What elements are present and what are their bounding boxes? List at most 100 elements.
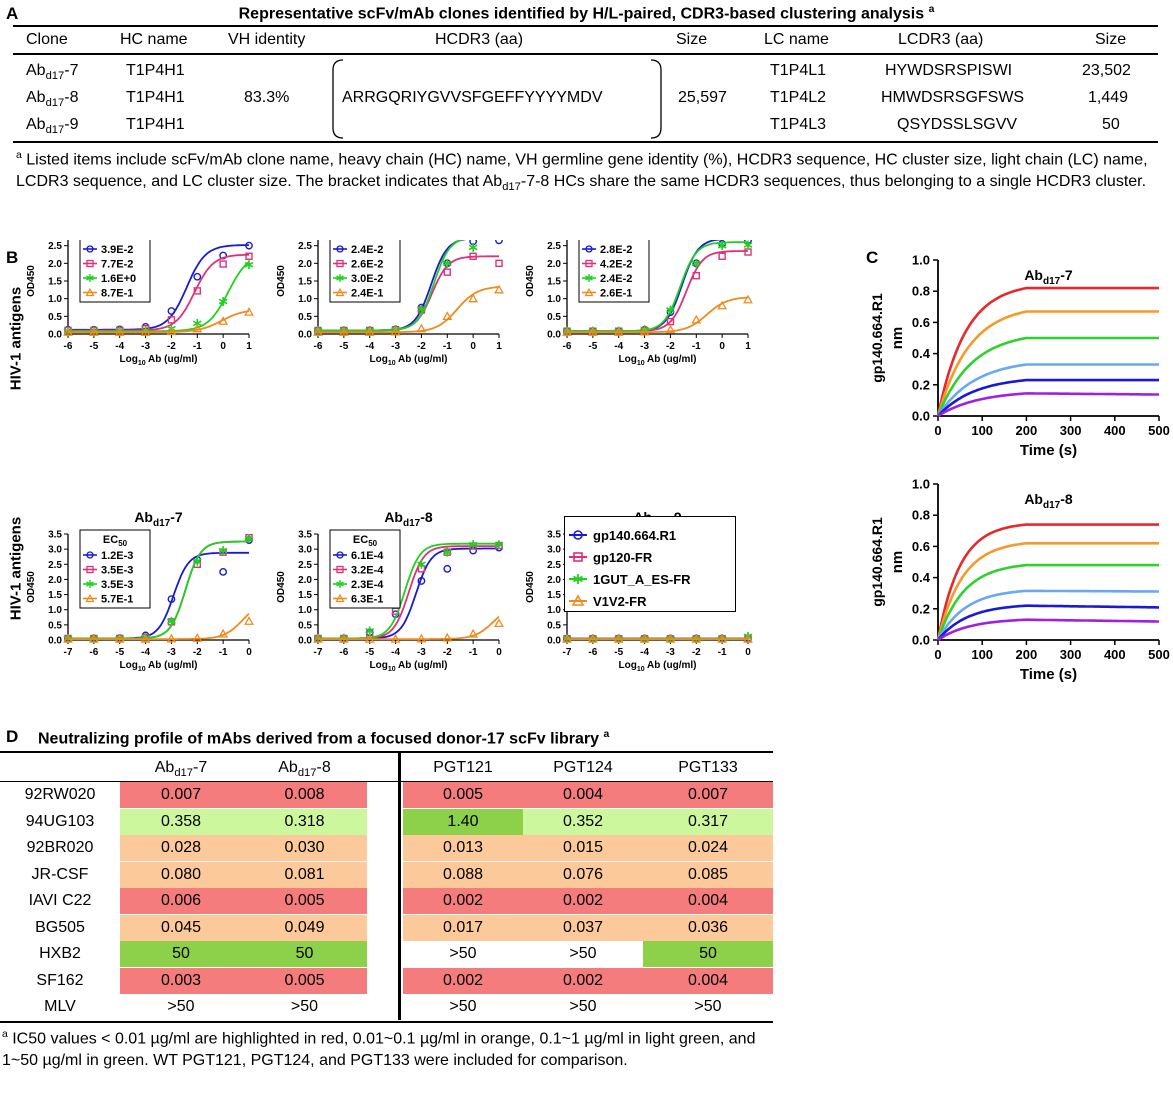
ic50-cell: >50 xyxy=(403,941,523,967)
data-point xyxy=(244,534,254,544)
ic50-cell: 50 xyxy=(120,941,242,967)
fit-curve xyxy=(318,286,500,334)
lc-size: 1,449 xyxy=(1088,89,1129,106)
ic50-cell: >50 xyxy=(120,994,242,1020)
table-a-title: Representative scFv/mAb clones identifie… xyxy=(0,4,1173,23)
y-tick-label: 0.0 xyxy=(48,636,62,647)
ec50-value: 2.4E-2 xyxy=(351,244,383,256)
table-a-title-sup: a xyxy=(928,4,935,15)
ec50-marker xyxy=(336,565,344,574)
column-header: PGT124 xyxy=(553,759,613,776)
lc-size: 50 xyxy=(1102,116,1120,133)
data-point xyxy=(63,633,73,643)
table-a-footnote: a Listed items include scFv/mAb clone na… xyxy=(16,150,1148,194)
y-tick-label: 3.5 xyxy=(298,530,312,541)
y-tick-label: 0.0 xyxy=(298,330,312,341)
panel-label-b: B xyxy=(6,248,19,267)
table-d-bottom-rule xyxy=(0,1021,773,1023)
ic50-cell: >50 xyxy=(523,941,643,967)
ic50-cell: 0.076 xyxy=(523,861,643,888)
ec50-header: EC50 xyxy=(602,240,627,242)
y-axis-label: OD450 xyxy=(525,265,536,297)
y-tick-label: 1.0 xyxy=(48,294,62,305)
chart-title: Abd17-7 xyxy=(134,509,183,529)
y-tick-label: 3.5 xyxy=(48,530,62,541)
x-axis-label: Log10 Ab (ug/ml) xyxy=(120,354,198,367)
y-tick-label: 1.5 xyxy=(547,590,561,601)
lc-name: T1P4L2 xyxy=(770,89,827,106)
chart-title: Abd17-7 xyxy=(1024,267,1073,287)
data-point xyxy=(390,633,401,643)
fit-curve xyxy=(318,240,464,332)
x-tick-label: 500 xyxy=(1148,423,1170,438)
ic50-cell: 0.085 xyxy=(643,861,773,888)
x-tick-label: 300 xyxy=(1060,647,1082,662)
data-point xyxy=(114,633,125,643)
data-point xyxy=(613,327,624,336)
ic50-cell: 0.080 xyxy=(120,861,242,888)
x-tick-label: -2 xyxy=(417,341,426,352)
data-point xyxy=(166,633,177,643)
data-point xyxy=(442,258,452,268)
x-tick-label: -2 xyxy=(692,647,701,658)
chart-title: Abd17-8 xyxy=(1024,491,1073,511)
data-point xyxy=(468,540,478,550)
table-d-footnote: a IC50 values < 0.01 µg/ml are highlight… xyxy=(2,1029,756,1070)
data-point xyxy=(469,252,477,260)
ic50-cell: 0.028 xyxy=(120,835,242,861)
x-tick-label: -3 xyxy=(417,647,426,658)
header-hcdr3: HCDR3 (aa) xyxy=(435,31,524,48)
ic50-cell: 0.015 xyxy=(523,835,643,861)
x-tick-label: -7 xyxy=(314,647,323,658)
ec50-value: 2.4E-2 xyxy=(600,273,632,285)
data-point xyxy=(338,327,349,336)
y-tick-label: 2.0 xyxy=(48,259,62,270)
y-tick-label: 2.5 xyxy=(48,560,62,571)
x-tick-label: 0 xyxy=(470,341,476,352)
fit-curve xyxy=(68,613,250,640)
y-tick-label: 2.5 xyxy=(547,241,561,252)
ic50-cell: 0.317 xyxy=(643,808,773,835)
data-point xyxy=(442,632,453,642)
y-tick-label: 0.0 xyxy=(912,633,930,648)
y-tick-label: 0.0 xyxy=(912,409,930,424)
ec50-marker xyxy=(336,259,344,268)
data-point xyxy=(417,304,426,314)
ec50-box: EC50 2.4E-2 2.6E-2 3.0E-2 2.4E-1 xyxy=(329,240,401,303)
lc-size: 23,502 xyxy=(1082,62,1131,79)
y-tick-label: 1.0 xyxy=(912,477,930,492)
ic50-cell: 0.003 xyxy=(120,967,242,994)
table-a-bottom-rule xyxy=(13,141,1158,143)
x-tick-label: -5 xyxy=(89,341,98,352)
panel-label-a: A xyxy=(6,4,19,23)
data-point xyxy=(691,314,702,324)
y-axis-label: OD450 xyxy=(276,571,287,603)
legend-item-gp140: gp140.664.R1 xyxy=(569,528,676,543)
ec50-value: 2.8E-2 xyxy=(600,244,632,256)
ec50-value: 2.6E-1 xyxy=(600,288,632,300)
y-tick-label: 1.0 xyxy=(298,294,312,305)
ic50-cell: 0.005 xyxy=(242,888,367,914)
data-point xyxy=(468,242,478,252)
y-tick-label: 0.0 xyxy=(298,636,312,647)
ic50-cell: >50 xyxy=(643,994,773,1020)
data-point xyxy=(717,241,727,251)
legend-item-1gut: 1GUT_A_ES-FR xyxy=(569,572,691,587)
y-tick-label: 1.5 xyxy=(48,277,62,288)
data-point xyxy=(218,546,228,556)
y-tick-label: 0.5 xyxy=(298,312,312,323)
data-point xyxy=(743,294,753,304)
legend-label: gp140.664.R1 xyxy=(593,528,676,543)
column-header: PGT133 xyxy=(678,759,738,776)
ec50-marker xyxy=(85,287,95,297)
ec50-marker xyxy=(86,565,94,574)
ic50-cell: 0.004 xyxy=(523,782,643,808)
x-tick-label: 0 xyxy=(246,647,252,658)
x-tick-label: -3 xyxy=(391,341,400,352)
series-V1V2-FR xyxy=(562,633,753,643)
binding-trace xyxy=(937,618,1159,642)
header-clone: Clone xyxy=(26,31,68,48)
data-point xyxy=(244,616,254,625)
y-tick-label: 1.0 xyxy=(48,605,62,616)
ec50-value: 2.3E-4 xyxy=(351,579,384,591)
